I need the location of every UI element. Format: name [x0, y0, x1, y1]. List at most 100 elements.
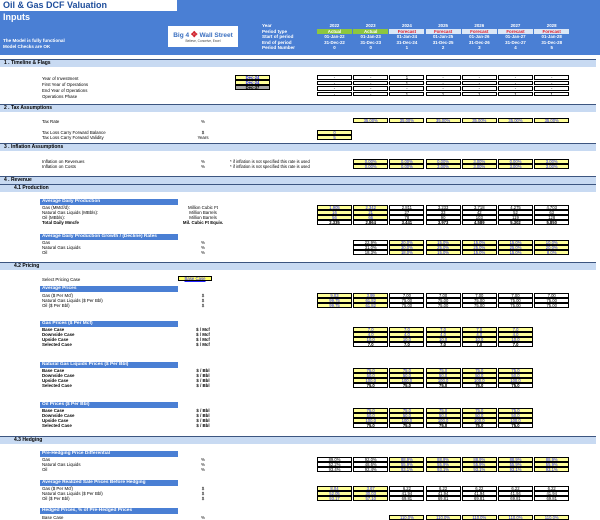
oil-price-cell[interactable]: 100.0: [461, 418, 497, 423]
hedging-diff-cell[interactable]: 93.1%: [389, 467, 425, 472]
avg-price-cell[interactable]: 99.75: [317, 303, 352, 308]
inflation-input[interactable]: 3.00%: [425, 164, 461, 169]
hedging-diff-cell[interactable]: 55.9%: [498, 462, 533, 467]
hedging-diff-cell[interactable]: 88.9%: [425, 457, 461, 462]
gas-price-cell[interactable]: 10.0: [425, 337, 461, 342]
growth-value-cell[interactable]: 20.0%: [534, 245, 570, 250]
hedging-diff-cell[interactable]: 55.9%: [534, 462, 570, 467]
growth-value-cell[interactable]: 25.0%: [498, 245, 533, 250]
growth-value-cell[interactable]: 8.0%: [534, 250, 570, 255]
gas-price-cell[interactable]: 4.0: [389, 332, 425, 337]
growth-value-cell[interactable]: 25.0%: [425, 245, 461, 250]
gas-price-cell[interactable]: 4.0: [461, 332, 497, 337]
gas-price-cell[interactable]: 7.0: [389, 327, 425, 332]
hedging-diff-cell[interactable]: 55.9%: [389, 462, 425, 467]
gas-price-cell[interactable]: 4.0: [425, 332, 461, 337]
inflation-input[interactable]: 0.00%: [353, 159, 389, 164]
ngl-price-cell[interactable]: 50.0: [425, 373, 461, 378]
hedging-diff-cell[interactable]: 88.9%: [389, 457, 425, 462]
oil-price-cell[interactable]: 100.0: [425, 418, 461, 423]
inflation-input[interactable]: 3.00%: [461, 164, 497, 169]
inflation-input[interactable]: 3.00%: [534, 164, 570, 169]
gas-price-cell[interactable]: 7.0: [425, 327, 461, 332]
ngl-price-cell[interactable]: 50.0: [498, 373, 533, 378]
ngl-price-cell[interactable]: 100.0: [461, 378, 497, 383]
production-value-cell[interactable]: 56: [317, 215, 352, 220]
hedging-diff-cell[interactable]: 55.9%: [425, 462, 461, 467]
ngl-price-cell[interactable]: 75.0: [353, 368, 389, 373]
realized-price-cell[interactable]: 57.10: [353, 496, 389, 501]
tlcf-validity-input[interactable]: 5: [317, 135, 352, 140]
gas-price-cell[interactable]: 4.0: [498, 332, 533, 337]
tax-rate-input[interactable]: 35.00%: [498, 118, 533, 123]
production-value-cell[interactable]: 1,905: [317, 205, 352, 210]
growth-value-cell[interactable]: 15.0%: [425, 240, 461, 245]
growth-value-cell[interactable]: 10.0%: [534, 240, 570, 245]
oil-price-cell[interactable]: 50.0: [353, 413, 389, 418]
ngl-price-cell[interactable]: 100.0: [389, 378, 425, 383]
tax-rate-input[interactable]: 35.00%: [534, 118, 570, 123]
gas-price-cell[interactable]: 7.0: [498, 327, 533, 332]
oil-price-cell[interactable]: 50.0: [498, 413, 533, 418]
ngl-price-cell[interactable]: 50.0: [353, 373, 389, 378]
inflation-input[interactable]: 0.00%: [498, 159, 533, 164]
inflation-input[interactable]: 3.00%: [461, 159, 497, 164]
ngl-price-cell[interactable]: 100.0: [353, 378, 389, 383]
tlcf-balance-input[interactable]: 0: [317, 130, 352, 135]
oil-price-cell[interactable]: 100.0: [498, 418, 533, 423]
inflation-input[interactable]: 0.00%: [389, 159, 425, 164]
realized-price-cell[interactable]: 3.67: [353, 486, 389, 491]
hedging-diff-cell[interactable]: 93.1%: [498, 467, 533, 472]
inflation-input[interactable]: 3.00%: [534, 159, 570, 164]
ngl-price-cell[interactable]: 75.0: [498, 368, 533, 373]
oil-price-cell[interactable]: 50.0: [389, 413, 425, 418]
gas-price-cell[interactable]: 10.0: [353, 337, 389, 342]
oil-price-cell[interactable]: 75.0: [461, 408, 497, 413]
production-value-cell[interactable]: 2,342: [353, 205, 389, 210]
oil-price-cell[interactable]: 100.0: [389, 418, 425, 423]
hedging-diff-cell[interactable]: 88.9%: [461, 457, 497, 462]
hedging-diff-cell[interactable]: 93.1%: [534, 467, 570, 472]
growth-value-cell[interactable]: 20.0%: [389, 240, 425, 245]
gas-price-cell[interactable]: 7.0: [353, 327, 389, 332]
oil-price-cell[interactable]: 75.0: [498, 408, 533, 413]
hedging-diff-cell[interactable]: 88.9%: [498, 457, 533, 462]
oil-price-cell[interactable]: 50.0: [425, 413, 461, 418]
realized-price-cell[interactable]: 93.17: [317, 496, 352, 501]
ngl-price-cell[interactable]: 75.0: [389, 368, 425, 373]
oil-price-cell[interactable]: 100.0: [353, 418, 389, 423]
realized-price-cell[interactable]: 30.03: [353, 491, 389, 496]
inflation-input[interactable]: 0.00%: [389, 164, 425, 169]
tax-rate-input[interactable]: 35.00%: [461, 118, 497, 123]
timeline-date-input[interactable]: Dec-24: [235, 80, 270, 85]
growth-value-cell[interactable]: 15.0%: [425, 250, 461, 255]
growth-value-cell[interactable]: 15.0%: [461, 240, 497, 245]
oil-price-cell[interactable]: 50.0: [461, 413, 497, 418]
inflation-input[interactable]: 0.00%: [425, 159, 461, 164]
hedging-diff-cell[interactable]: 93.1%: [425, 467, 461, 472]
hedging-diff-cell[interactable]: 55.9%: [461, 462, 497, 467]
gas-price-cell[interactable]: 10.0: [389, 337, 425, 342]
ngl-price-cell[interactable]: 75.0: [461, 368, 497, 373]
hedging-diff-cell[interactable]: 88.9%: [534, 457, 570, 462]
growth-value-cell[interactable]: 15.0%: [461, 250, 497, 255]
growth-value-cell[interactable]: 30.0%: [389, 245, 425, 250]
growth-value-cell[interactable]: 18.0%: [389, 250, 425, 255]
realized-price-cell[interactable]: 52.05: [317, 491, 352, 496]
ngl-price-cell[interactable]: 75.0: [425, 368, 461, 373]
production-value-cell[interactable]: 21: [353, 210, 389, 215]
ngl-price-cell[interactable]: 50.0: [461, 373, 497, 378]
timeline-date-input[interactable]: Dec-24: [235, 75, 270, 80]
gas-price-cell[interactable]: 4.0: [353, 332, 389, 337]
realized-price-cell[interactable]: 8.04: [317, 486, 352, 491]
avg-price-cell[interactable]: 99.75: [317, 298, 352, 303]
oil-price-cell[interactable]: 75.0: [353, 408, 389, 413]
tax-rate-input[interactable]: 35.00%: [389, 118, 425, 123]
tax-rate-input[interactable]: 35.00%: [353, 118, 389, 123]
avg-price-cell[interactable]: 61.82: [353, 303, 389, 308]
inflation-input[interactable]: 3.00%: [498, 164, 533, 169]
growth-value-cell[interactable]: 25.0%: [461, 245, 497, 250]
avg-price-cell[interactable]: 3.99: [353, 293, 389, 298]
production-value-cell[interactable]: 66: [353, 215, 389, 220]
avg-price-cell[interactable]: 61.82: [353, 298, 389, 303]
